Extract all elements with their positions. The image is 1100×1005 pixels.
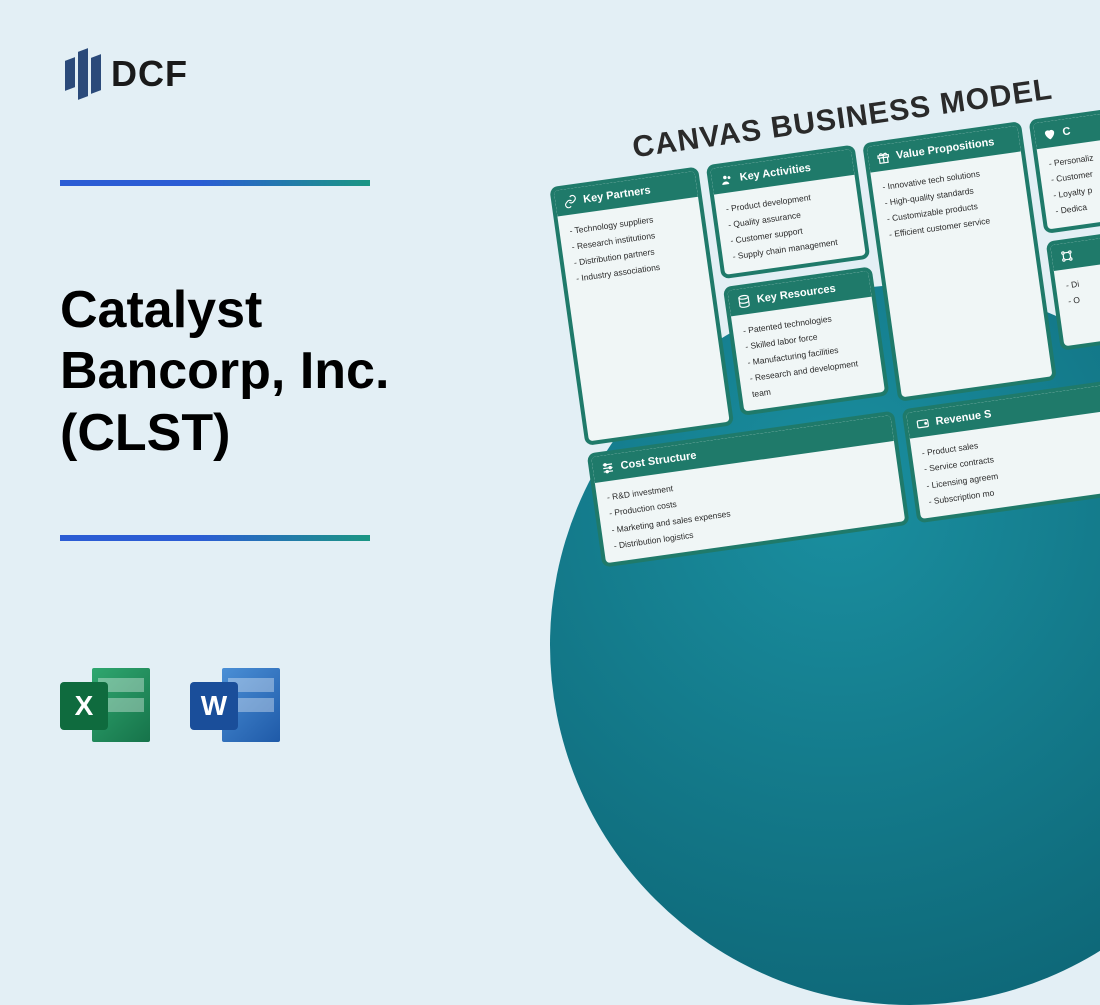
heart-icon bbox=[1042, 126, 1058, 142]
word-icon: W bbox=[190, 660, 280, 750]
canvas-card-value-propositions: Value Propositions - Innovative tech sol… bbox=[862, 121, 1057, 402]
divider-bottom bbox=[60, 535, 370, 541]
canvas-card-title: Cost Structure bbox=[620, 450, 697, 473]
page-title: Catalyst Bancorp, Inc. (CLST) bbox=[60, 280, 440, 464]
canvas-card-body: - Patented technologies- Skilled labor f… bbox=[731, 296, 885, 412]
canvas-card-key-activities: Key Activities - Product development- Qu… bbox=[706, 145, 870, 279]
link-icon bbox=[563, 194, 579, 210]
wallet-icon bbox=[915, 416, 931, 432]
people-icon bbox=[719, 172, 735, 188]
canvas-card-key-partners: Key Partners - Technology suppliers- Res… bbox=[549, 167, 734, 447]
canvas-card-title: Key Partners bbox=[582, 184, 651, 205]
canvas-card-channels: - Di- O bbox=[1046, 225, 1100, 351]
logo-bars-icon bbox=[65, 50, 101, 98]
canvas-card-body: - Personaliz- Customer- Loyalty p- Dedic… bbox=[1037, 134, 1100, 229]
canvas-card-title: Revenue S bbox=[935, 408, 992, 428]
file-icons: X W bbox=[60, 660, 280, 750]
canvas-card-customer-relationships: C - Personaliz- Customer- Loyalty p- Ded… bbox=[1029, 103, 1100, 233]
excel-icon: X bbox=[60, 660, 150, 750]
gift-icon bbox=[875, 150, 891, 166]
canvas-card-key-resources: Key Resources - Patented technologies- S… bbox=[723, 266, 890, 416]
channels-icon bbox=[1059, 248, 1075, 264]
database-icon bbox=[736, 293, 752, 309]
sliders-icon bbox=[600, 460, 616, 476]
logo-text: DCF bbox=[111, 53, 188, 95]
divider-top bbox=[60, 180, 370, 186]
canvas-card-title: Key Resources bbox=[756, 282, 836, 305]
canvas-mockup: CANVAS BUSINESS MODEL Key Partners - Tec… bbox=[543, 60, 1100, 567]
canvas-card-title: C bbox=[1062, 125, 1072, 138]
canvas-card-title: Key Activities bbox=[739, 162, 812, 184]
logo: DCF bbox=[65, 50, 188, 98]
